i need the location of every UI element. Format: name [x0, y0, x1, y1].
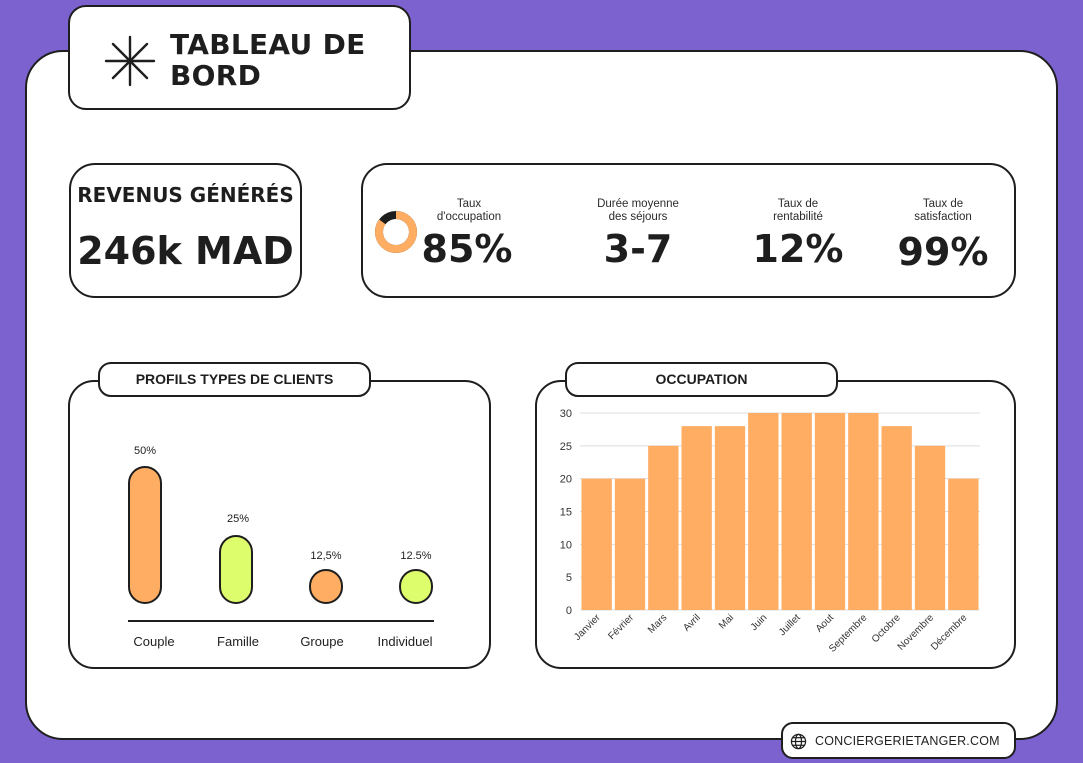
- y-tick-label: 25: [560, 441, 572, 453]
- bar: [681, 426, 712, 610]
- kpi-card: Taux d'occupation 85% Durée moyenne des …: [361, 163, 1016, 298]
- bar: [614, 478, 646, 610]
- kpi-label-occupation: Taux d'occupation: [436, 198, 502, 223]
- profile-pct-couple: 50%: [133, 445, 157, 457]
- y-tick-label: 5: [566, 572, 572, 584]
- y-tick-label: 10: [560, 539, 572, 551]
- kpi-value-satisfaction: 99%: [897, 230, 989, 274]
- asterisk-icon: [104, 35, 156, 87]
- occupation-title: OCCUPATION: [565, 362, 838, 397]
- bar: [781, 413, 812, 610]
- kpi-value-occupation: 85%: [421, 227, 513, 271]
- x-tick-label: Juillet: [777, 612, 803, 638]
- profile-bar-couple: [128, 466, 162, 604]
- profile-pct-famille: 25%: [226, 513, 250, 525]
- profiles-baseline: [128, 620, 434, 622]
- revenue-label: REVENUS GÉNÉRÉS: [77, 183, 294, 207]
- website-link[interactable]: CONCIERGERIETANGER.COM: [781, 722, 1016, 759]
- kpi-value-profitability: 12%: [752, 227, 844, 271]
- kpi-value-duration: 3-7: [603, 227, 673, 271]
- y-tick-label: 20: [560, 474, 572, 486]
- y-tick-label: 15: [560, 507, 572, 519]
- x-tick-label: Février: [606, 612, 636, 642]
- x-tick-label: Décembre: [929, 612, 970, 653]
- bar: [714, 426, 746, 610]
- profile-pct-groupe: 12,5%: [310, 550, 342, 562]
- page-title: TABLEAU DE BORD: [170, 28, 366, 92]
- profile-label-groupe: Groupe: [300, 634, 344, 649]
- kpi-label-satisfaction: Taux de satisfaction: [914, 198, 972, 223]
- profile-label-individuel: Individuel: [377, 634, 433, 649]
- bar: [914, 445, 946, 610]
- revenue-card: REVENUS GÉNÉRÉS 246k MAD: [69, 163, 302, 298]
- bar: [648, 445, 679, 610]
- kpi-label-duration: Durée moyenne des séjours: [597, 198, 679, 223]
- x-tick-label: Avril: [681, 612, 702, 633]
- x-tick-label: Juin: [749, 612, 770, 633]
- x-tick-label: Octobre: [870, 612, 903, 645]
- bar: [748, 413, 779, 610]
- bar: [814, 413, 846, 610]
- y-tick-label: 30: [560, 408, 572, 420]
- profile-label-famille: Famille: [217, 634, 259, 649]
- profile-bar-famille: [219, 535, 253, 604]
- y-tick-label: 0: [566, 605, 572, 617]
- bar: [948, 478, 979, 610]
- bar: [881, 426, 912, 610]
- profile-label-couple: Couple: [133, 634, 175, 649]
- x-tick-label: Aout: [814, 612, 836, 634]
- kpi-label-profitability: Taux de rentabilité: [773, 198, 823, 223]
- x-tick-label: Mai: [717, 612, 736, 631]
- x-tick-label: Mars: [646, 612, 670, 636]
- profile-bar-groupe: [309, 569, 343, 604]
- occupancy-donut-fill: [375, 211, 417, 253]
- title-box: TABLEAU DE BORD: [68, 5, 411, 110]
- website-url: CONCIERGERIETANGER.COM: [815, 734, 1000, 748]
- bar: [581, 478, 612, 610]
- occupancy-donut: [375, 211, 417, 253]
- x-tick-label: Janvier: [572, 612, 603, 643]
- globe-icon: [790, 733, 807, 750]
- revenue-value: 246k MAD: [77, 229, 294, 273]
- occupation-bar-chart: 0 5 10 15 20 25 30 Janvier Février Mars Avril Mai Ju…: [560, 408, 980, 655]
- profile-pct-individuel: 12.5%: [400, 550, 432, 562]
- bar: [848, 413, 879, 610]
- profiles-title: PROFILS TYPES DE CLIENTS: [98, 362, 371, 397]
- profile-bar-individuel: [399, 569, 433, 604]
